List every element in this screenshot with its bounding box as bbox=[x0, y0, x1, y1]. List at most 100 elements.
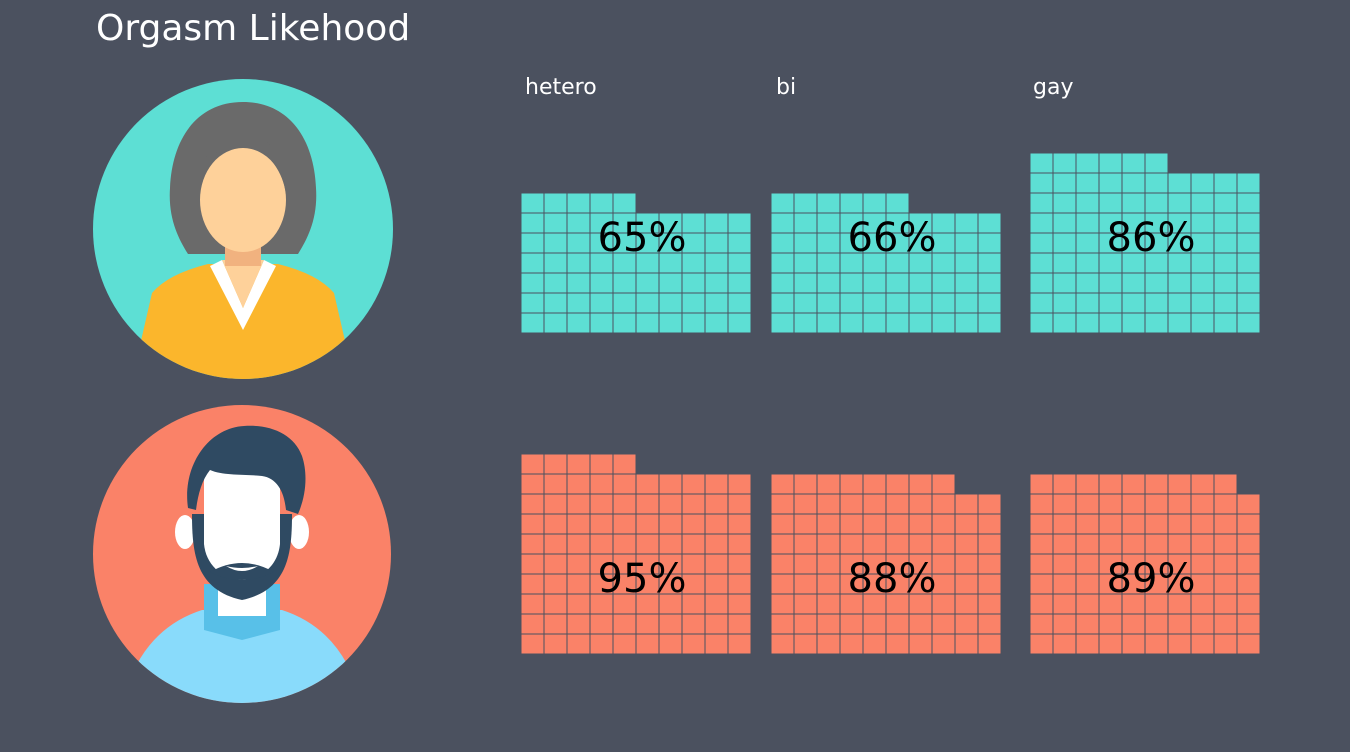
waffle-cell bbox=[1190, 533, 1215, 555]
waffle-cell bbox=[635, 272, 660, 294]
waffle-cell bbox=[1213, 232, 1238, 254]
waffle-cell bbox=[908, 272, 933, 294]
waffle-cell bbox=[681, 493, 706, 515]
waffle-cell bbox=[1144, 613, 1169, 635]
waffle-cell bbox=[612, 513, 637, 535]
waffle-cell bbox=[793, 212, 818, 234]
waffle-cell bbox=[816, 252, 841, 274]
waffle-cell bbox=[612, 493, 637, 515]
waffle-cell bbox=[1098, 473, 1123, 495]
waffle-cell bbox=[839, 312, 864, 334]
waffle-value-label: 86% bbox=[1107, 215, 1196, 261]
waffle-cell bbox=[1236, 292, 1261, 314]
waffle-cell bbox=[681, 533, 706, 555]
waffle-cell bbox=[520, 613, 545, 635]
waffle-cell bbox=[1213, 292, 1238, 314]
waffle-cell bbox=[1190, 473, 1215, 495]
waffle-cell bbox=[931, 513, 956, 535]
waffle-cell bbox=[589, 292, 614, 314]
waffle-cell bbox=[1213, 593, 1238, 615]
waffle-cell bbox=[658, 272, 683, 294]
waffle-cell bbox=[566, 473, 591, 495]
waffle-cell bbox=[816, 633, 841, 655]
waffle-cell bbox=[770, 533, 795, 555]
waffle-cell bbox=[1029, 513, 1054, 535]
waffle-cell bbox=[770, 493, 795, 515]
waffle-cell bbox=[1190, 493, 1215, 515]
waffle-cell bbox=[1213, 533, 1238, 555]
waffle-cell bbox=[1236, 493, 1261, 515]
waffle-cell bbox=[566, 453, 591, 475]
waffle-cell bbox=[770, 272, 795, 294]
waffle-cell bbox=[658, 292, 683, 314]
waffle-cell bbox=[589, 192, 614, 214]
waffle-cell bbox=[543, 593, 568, 615]
waffle-cell bbox=[1052, 553, 1077, 575]
waffle-cell bbox=[520, 553, 545, 575]
waffle-cell bbox=[839, 513, 864, 535]
waffle-cell bbox=[1029, 292, 1054, 314]
waffle-cell bbox=[1029, 172, 1054, 194]
waffle-cell bbox=[1075, 473, 1100, 495]
waffle-cell bbox=[612, 192, 637, 214]
waffle-cell bbox=[816, 533, 841, 555]
waffle-cell bbox=[566, 553, 591, 575]
waffle-cell bbox=[862, 292, 887, 314]
waffle-cell bbox=[954, 573, 979, 595]
waffle-cell bbox=[1098, 192, 1123, 214]
waffle-cell bbox=[704, 573, 729, 595]
waffle-cell bbox=[1236, 533, 1261, 555]
waffle-value-label: 88% bbox=[848, 556, 937, 602]
waffle-cell bbox=[793, 192, 818, 214]
waffle-cell bbox=[1167, 292, 1192, 314]
waffle-cell bbox=[1052, 212, 1077, 234]
waffle-cell bbox=[954, 312, 979, 334]
waffle-cell bbox=[1029, 553, 1054, 575]
waffle-cell bbox=[681, 292, 706, 314]
waffle-cell bbox=[1098, 312, 1123, 334]
waffle-cell bbox=[977, 252, 1002, 274]
waffle-cell bbox=[589, 613, 614, 635]
waffle-cell bbox=[885, 493, 910, 515]
column-label-hetero: hetero bbox=[525, 75, 597, 100]
waffle-cell bbox=[1167, 312, 1192, 334]
waffle-cell bbox=[612, 453, 637, 475]
waffle-cell bbox=[566, 633, 591, 655]
waffle-cell bbox=[1213, 212, 1238, 234]
waffle-cell bbox=[704, 473, 729, 495]
waffle-cell bbox=[1236, 633, 1261, 655]
waffle-cell bbox=[1121, 292, 1146, 314]
waffle-cell bbox=[566, 272, 591, 294]
waffle-cell bbox=[704, 533, 729, 555]
waffle-cell bbox=[658, 513, 683, 535]
waffle-cell bbox=[1075, 212, 1100, 234]
waffle-cell bbox=[704, 613, 729, 635]
waffle-cell bbox=[816, 513, 841, 535]
waffle-cell bbox=[566, 573, 591, 595]
waffle-cell bbox=[566, 613, 591, 635]
waffle-cell bbox=[816, 232, 841, 254]
waffle-cell bbox=[954, 633, 979, 655]
waffle-cell bbox=[1236, 252, 1261, 274]
waffle-cell bbox=[1052, 152, 1077, 174]
waffle-cell bbox=[543, 473, 568, 495]
waffle-cell bbox=[1190, 292, 1215, 314]
waffle-cell bbox=[954, 252, 979, 274]
waffle-cell bbox=[908, 533, 933, 555]
waffle-cell bbox=[1144, 152, 1169, 174]
waffle-cell bbox=[862, 633, 887, 655]
waffle-cell bbox=[954, 613, 979, 635]
waffle-cell bbox=[543, 513, 568, 535]
waffle-cell bbox=[635, 533, 660, 555]
waffle-cell bbox=[1213, 633, 1238, 655]
waffle-cell bbox=[1052, 533, 1077, 555]
waffle-cell bbox=[862, 613, 887, 635]
waffle-cell bbox=[520, 232, 545, 254]
waffle-cell bbox=[1075, 152, 1100, 174]
waffle-cell bbox=[885, 473, 910, 495]
waffle-cell bbox=[1029, 613, 1054, 635]
waffle-cell bbox=[520, 513, 545, 535]
waffle-cell bbox=[839, 192, 864, 214]
waffle-cell bbox=[1144, 533, 1169, 555]
waffle-cell bbox=[1167, 613, 1192, 635]
